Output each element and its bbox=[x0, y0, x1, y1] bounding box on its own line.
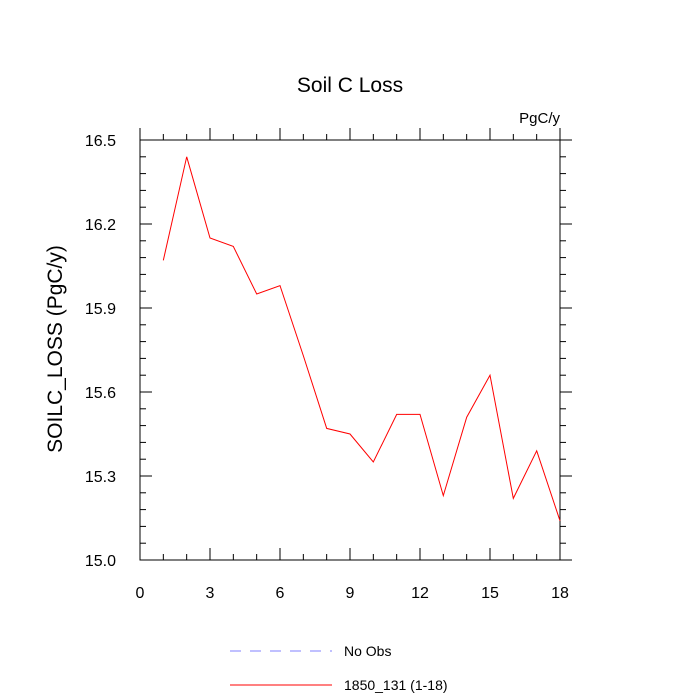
x-tick-label: 9 bbox=[346, 585, 355, 602]
chart-title: Soil C Loss bbox=[297, 74, 403, 97]
series-lines bbox=[162, 156, 561, 521]
y-axis-label: SOILC_LOSS (PgC/y) bbox=[44, 245, 67, 453]
legend: No Obs 1850_131 (1-18) bbox=[230, 643, 448, 693]
x-tick-label: 15 bbox=[481, 585, 499, 602]
x-tick-label: 3 bbox=[206, 585, 215, 602]
x-tick-label: 0 bbox=[136, 585, 145, 602]
legend-label: No Obs bbox=[344, 643, 391, 659]
x-tick-label: 6 bbox=[276, 585, 285, 602]
plot-frame bbox=[139, 139, 561, 561]
units-label: PgC/y bbox=[519, 110, 560, 127]
y-tick-label: 15.9 bbox=[85, 301, 116, 318]
legend-label: 1850_131 (1-18) bbox=[344, 677, 448, 693]
y-tick-label: 16.2 bbox=[85, 217, 116, 234]
y-tick-label: 15.0 bbox=[85, 553, 116, 570]
x-tick-label: 18 bbox=[551, 585, 569, 602]
y-tick-label: 16.5 bbox=[85, 133, 116, 150]
x-tick-label: 12 bbox=[411, 585, 429, 602]
axis-ticks: 0 3 6 9 12 15 18 15.0 15.3 15.6 15.9 16.2 16.5 bbox=[85, 128, 572, 602]
series-line bbox=[162, 156, 561, 521]
y-tick-label: 15.6 bbox=[85, 385, 116, 402]
y-tick-label: 15.3 bbox=[85, 469, 116, 486]
